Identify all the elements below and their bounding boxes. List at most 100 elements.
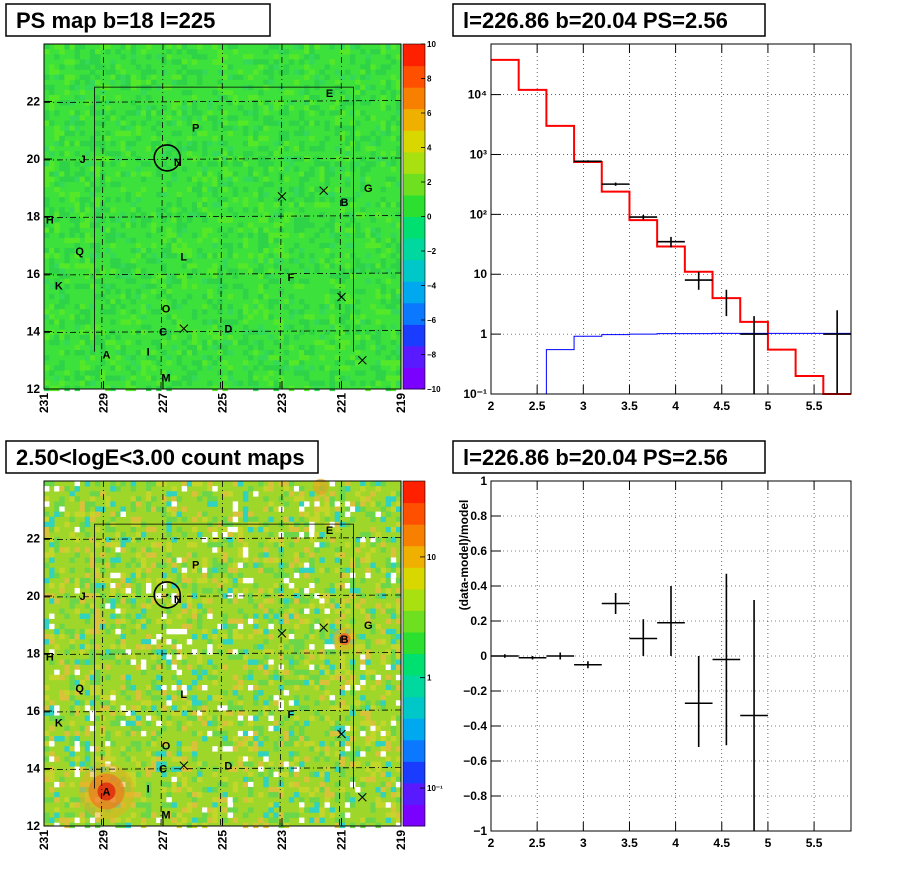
map-pixel <box>283 822 290 829</box>
map-pixel <box>253 140 259 147</box>
map-pixel <box>293 715 300 721</box>
map-pixel <box>375 481 381 487</box>
map-pixel <box>355 542 361 548</box>
map-pixel <box>212 120 218 126</box>
map-pixel <box>84 59 91 65</box>
map-pixel <box>202 319 208 325</box>
map-pixel <box>350 125 356 131</box>
map-pixel <box>283 812 290 818</box>
map-pixel <box>146 232 152 239</box>
map-pixel <box>171 110 177 116</box>
map-pixel <box>202 817 208 823</box>
map-pixel <box>140 268 147 274</box>
map-pixel <box>69 516 75 523</box>
map-pixel <box>69 710 75 716</box>
x-tick-label: 231 <box>37 830 51 850</box>
map-pixel <box>171 562 177 568</box>
x-tick-label: 219 <box>394 393 408 413</box>
map-pixel <box>79 380 86 386</box>
map-pixel <box>74 486 80 492</box>
map-pixel <box>74 608 80 614</box>
map-pixel <box>166 491 172 497</box>
map-pixel <box>59 191 65 198</box>
map-pixel <box>181 654 188 660</box>
map-pixel <box>110 268 116 274</box>
map-pixel <box>299 59 305 65</box>
map-pixel <box>263 217 269 223</box>
residual-x-ticks: 2 2.5 3 3.5 4 4.5 5 5.5 <box>488 481 823 850</box>
map-pixel <box>100 705 106 711</box>
map-pixel <box>191 756 198 762</box>
map-pixel <box>191 309 198 315</box>
map-pixel <box>135 135 142 142</box>
map-pixel <box>237 222 244 228</box>
map-pixel <box>140 329 147 335</box>
map-pixel <box>232 787 239 793</box>
map-pixel <box>64 613 70 619</box>
map-pixel <box>299 283 305 290</box>
map-pixel <box>84 151 91 157</box>
map-pixel <box>130 222 137 228</box>
map-pixel <box>140 802 147 808</box>
map-pixel <box>390 649 397 655</box>
map-pixel <box>329 197 335 203</box>
map-pixel <box>344 69 351 75</box>
map-pixel <box>329 288 335 295</box>
map-pixel <box>161 781 167 788</box>
colorbar-swatch <box>403 524 425 547</box>
map-pixel <box>329 481 335 487</box>
map-pixel <box>319 69 325 75</box>
map-pixel <box>84 110 91 116</box>
map-pixel <box>161 263 167 269</box>
map-pixel <box>293 69 300 75</box>
map-pixel <box>355 491 361 497</box>
map-pixel <box>324 751 330 757</box>
map-pixel <box>395 567 402 574</box>
map-pixel <box>380 771 386 778</box>
map-pixel <box>74 253 80 259</box>
map-pixel <box>217 54 223 60</box>
map-pixel <box>370 674 376 681</box>
map-pixel <box>370 130 376 137</box>
map-pixel <box>191 156 198 162</box>
map-pixel <box>79 140 86 147</box>
map-pixel <box>217 562 223 568</box>
map-pixel <box>375 263 381 269</box>
map-pixel <box>370 217 376 223</box>
map-pixel <box>207 807 213 813</box>
title-count-map: 2.50<logE<3.00 count maps <box>5 440 319 474</box>
map-pixel <box>288 293 295 300</box>
map-pixel <box>278 787 284 793</box>
map-pixel <box>100 44 106 50</box>
map-pixel <box>299 496 305 502</box>
map-pixel <box>110 557 116 563</box>
map-pixel <box>59 659 65 665</box>
map-pixel <box>110 705 116 711</box>
map-pixel <box>339 725 346 732</box>
map-pixel <box>237 761 244 767</box>
map-pixel <box>110 64 116 70</box>
map-pixel <box>89 557 96 563</box>
map-pixel <box>288 761 295 767</box>
map-pixel <box>248 232 254 239</box>
map-pixel <box>95 365 101 371</box>
map-pixel <box>339 278 346 284</box>
map-pixel <box>202 227 208 233</box>
map-pixel <box>151 756 157 762</box>
map-pixel <box>120 293 126 300</box>
map-pixel <box>237 730 244 737</box>
map-pixel <box>115 120 121 126</box>
map-pixel <box>166 608 172 614</box>
source-label: A <box>103 350 111 362</box>
map-pixel <box>115 197 121 203</box>
map-pixel <box>95 64 101 70</box>
map-pixel <box>74 176 80 182</box>
map-pixel <box>64 339 70 346</box>
map-pixel <box>161 248 167 254</box>
colorbar-swatch <box>403 481 425 504</box>
map-pixel <box>202 572 208 579</box>
map-pixel <box>355 110 361 116</box>
map-pixel <box>74 634 80 640</box>
map-pixel <box>64 166 70 172</box>
map-pixel <box>130 506 137 512</box>
